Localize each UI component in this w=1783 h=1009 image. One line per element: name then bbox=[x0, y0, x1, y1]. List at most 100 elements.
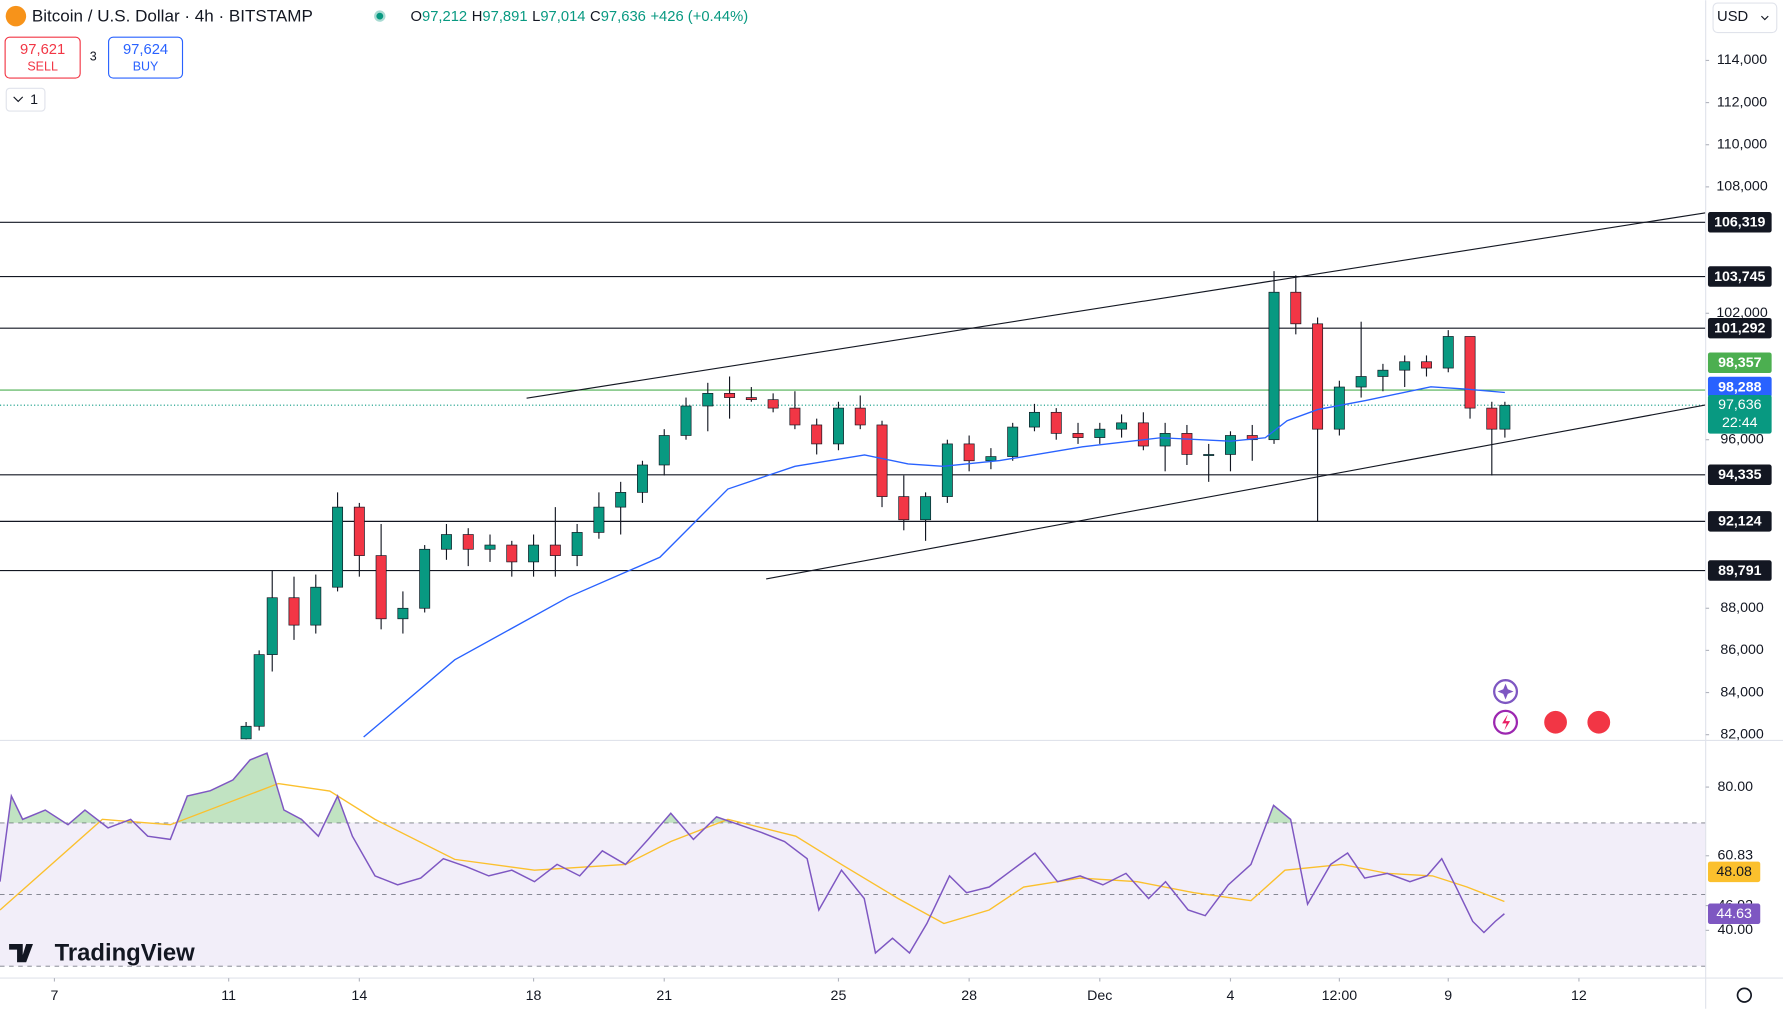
rsi-pane bbox=[0, 752, 1706, 967]
candle-body bbox=[1499, 404, 1511, 430]
candle-body bbox=[1355, 376, 1367, 388]
rsi-ma-line bbox=[0, 782, 1505, 925]
candle-body bbox=[1333, 386, 1345, 430]
buy-price: 97,624 bbox=[123, 42, 168, 58]
y-tick-label: 108,000 bbox=[1716, 179, 1767, 195]
logo-text: TradingView bbox=[55, 940, 196, 967]
rsi-value-label: 44.63 bbox=[1716, 906, 1752, 922]
level-label-box bbox=[1707, 212, 1772, 233]
status-dot bbox=[376, 12, 384, 20]
candle-body bbox=[1137, 422, 1149, 447]
candle-body bbox=[1116, 422, 1128, 430]
buy-button[interactable]: 97,624 BUY bbox=[108, 36, 184, 79]
candle-body bbox=[963, 443, 975, 462]
candle-body bbox=[593, 506, 605, 533]
candle-body bbox=[680, 405, 692, 436]
currency-box[interactable] bbox=[1712, 2, 1778, 34]
event-icons bbox=[1493, 679, 1613, 736]
candle-body bbox=[658, 435, 670, 466]
candle-body bbox=[941, 443, 953, 497]
candle-body bbox=[440, 534, 452, 550]
candle-body bbox=[462, 534, 474, 550]
level-label-box bbox=[1707, 511, 1772, 532]
buy-box[interactable] bbox=[108, 36, 184, 79]
marker-label-box bbox=[1707, 376, 1772, 398]
candle-body bbox=[571, 532, 583, 556]
bitcoin-icon bbox=[5, 5, 27, 27]
sell-price: 97,621 bbox=[20, 42, 65, 58]
level-label-box bbox=[1707, 266, 1772, 287]
x-tick-label: 11 bbox=[221, 988, 236, 1004]
ohlc-value: 97,891 bbox=[482, 9, 527, 25]
last-price-label: 97,636 bbox=[1718, 397, 1762, 413]
interval: 1 bbox=[30, 92, 38, 108]
candle-body bbox=[637, 464, 648, 493]
trendline bbox=[526, 212, 1706, 399]
candle-body bbox=[1377, 369, 1389, 377]
us-event-icon[interactable] bbox=[1541, 708, 1570, 736]
y-tick-label: 82,000 bbox=[1720, 726, 1764, 742]
rsi-value-label: 48.08 bbox=[1716, 864, 1752, 880]
candle-body bbox=[876, 424, 888, 497]
candle-body bbox=[1268, 291, 1280, 441]
rsi-value-box bbox=[1707, 861, 1761, 883]
candle-body bbox=[353, 506, 365, 556]
interval-toggle[interactable]: 1 bbox=[5, 87, 46, 112]
rsi-tick-label: 60.83 bbox=[1717, 847, 1753, 863]
y-tick-label: 102,000 bbox=[1716, 305, 1767, 321]
x-tick-label: 14 bbox=[351, 988, 367, 1004]
candle-body bbox=[1442, 336, 1454, 369]
sell-box[interactable] bbox=[4, 36, 81, 79]
candle-body bbox=[1181, 433, 1193, 455]
spread: 3 bbox=[90, 49, 97, 63]
settings-icon[interactable] bbox=[1736, 987, 1753, 1003]
candle-body bbox=[767, 399, 779, 409]
candle-body bbox=[375, 555, 387, 620]
sell-button[interactable]: 97,621 SELL bbox=[4, 36, 81, 79]
candle-body bbox=[419, 548, 431, 609]
candle-body bbox=[811, 424, 823, 445]
buy-label: BUY bbox=[133, 60, 159, 74]
y-tick-label: 110,000 bbox=[1717, 136, 1767, 152]
level-label-box bbox=[1707, 464, 1772, 486]
candle-body bbox=[1421, 361, 1432, 369]
currency: USD bbox=[1717, 9, 1748, 25]
trendline bbox=[766, 404, 1706, 580]
level-label-box bbox=[1707, 317, 1772, 339]
candle-body bbox=[253, 654, 265, 727]
toggle-box[interactable] bbox=[5, 87, 46, 112]
y-tick-label: 88,000 bbox=[1720, 600, 1764, 616]
ohlc-key: L bbox=[532, 9, 540, 25]
candle-body bbox=[854, 407, 866, 426]
candle-body bbox=[1290, 291, 1302, 325]
candle-body bbox=[1050, 411, 1062, 434]
candle-body bbox=[1094, 428, 1106, 438]
candle-body bbox=[898, 496, 910, 521]
chevron bbox=[1760, 15, 1769, 21]
currency-select[interactable]: USD bbox=[1712, 2, 1778, 34]
candle-body bbox=[985, 456, 997, 462]
us-event-icon[interactable] bbox=[1585, 708, 1613, 736]
candle-body bbox=[484, 544, 496, 550]
level-label: 106,319 bbox=[1714, 215, 1765, 231]
candle-body bbox=[240, 725, 252, 740]
candle-body bbox=[332, 506, 344, 588]
marker-label-box bbox=[1707, 352, 1772, 373]
idea-star bbox=[1497, 683, 1514, 700]
candle-body bbox=[1464, 336, 1476, 409]
brand: TradingView bbox=[9, 940, 195, 967]
candle-body bbox=[615, 492, 627, 508]
chevron bbox=[13, 96, 24, 103]
candle-body bbox=[1072, 433, 1084, 438]
x-tick-label: 12 bbox=[1571, 988, 1587, 1004]
moving-average bbox=[363, 386, 1505, 738]
ohlc-key: O bbox=[410, 9, 422, 25]
ohlc-key: C bbox=[590, 9, 601, 25]
candle-body bbox=[266, 597, 278, 655]
logo-mark bbox=[9, 943, 33, 963]
candle-body bbox=[745, 397, 757, 401]
last-price-box bbox=[1707, 394, 1772, 434]
